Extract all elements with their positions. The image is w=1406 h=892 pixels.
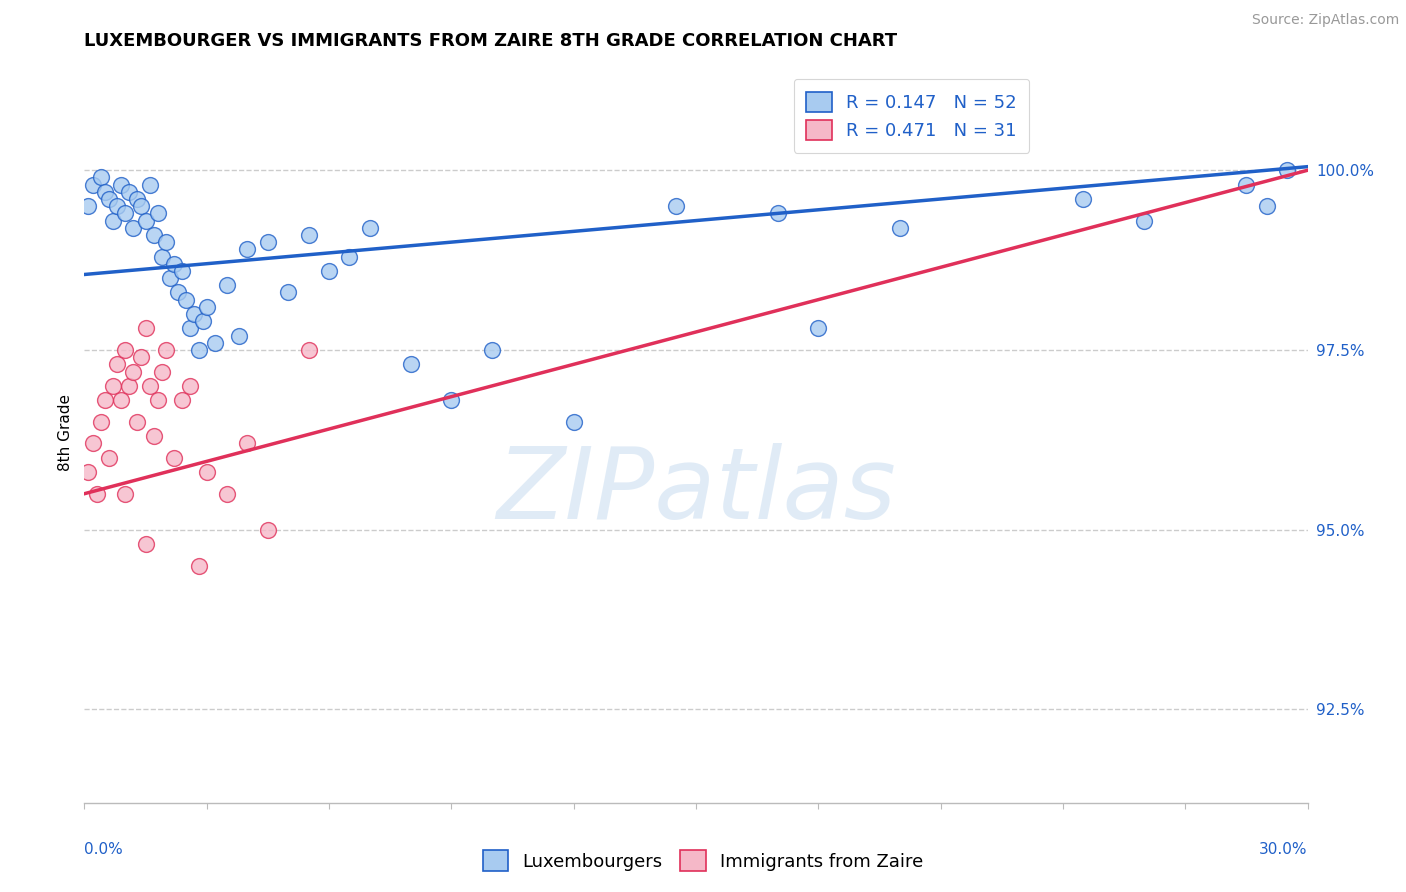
Point <box>77 465 100 479</box>
Point <box>127 415 149 429</box>
Point <box>228 328 250 343</box>
Point <box>114 206 136 220</box>
Text: 30.0%: 30.0% <box>1260 842 1308 856</box>
Point <box>77 199 100 213</box>
Point <box>204 335 226 350</box>
Point <box>97 192 120 206</box>
Point <box>155 343 177 357</box>
Point <box>131 199 153 213</box>
Point <box>217 486 239 500</box>
Point <box>191 314 214 328</box>
Point <box>105 357 128 371</box>
Point <box>187 343 209 357</box>
Point <box>807 321 830 335</box>
Point <box>138 178 160 192</box>
Point <box>82 178 104 192</box>
Point <box>101 379 124 393</box>
Point <box>135 537 157 551</box>
Point <box>150 365 173 379</box>
Point <box>131 350 153 364</box>
Point <box>1073 192 1095 206</box>
Point <box>82 436 104 450</box>
Point <box>142 429 165 443</box>
Point <box>195 465 218 479</box>
Point <box>481 343 503 357</box>
Point <box>562 415 585 429</box>
Point <box>277 285 299 300</box>
Point <box>399 357 422 371</box>
Point <box>187 558 209 573</box>
Point <box>179 321 201 335</box>
Legend: Luxembourgers, Immigrants from Zaire: Luxembourgers, Immigrants from Zaire <box>475 843 931 879</box>
Point <box>150 250 173 264</box>
Point <box>183 307 205 321</box>
Point <box>159 271 181 285</box>
Point <box>236 436 259 450</box>
Point <box>163 257 186 271</box>
Point <box>118 379 141 393</box>
Point <box>766 206 789 220</box>
Point <box>1236 178 1258 192</box>
Point <box>440 393 463 408</box>
Point <box>172 264 194 278</box>
Point <box>101 213 124 227</box>
Point <box>97 450 120 465</box>
Point <box>1256 199 1278 213</box>
Point <box>318 264 340 278</box>
Point <box>90 170 112 185</box>
Point <box>127 192 149 206</box>
Point <box>138 379 160 393</box>
Point <box>135 321 157 335</box>
Point <box>1277 163 1299 178</box>
Point <box>257 235 280 249</box>
Point <box>339 250 361 264</box>
Point <box>298 227 321 242</box>
Point <box>172 393 194 408</box>
Y-axis label: 8th Grade: 8th Grade <box>58 394 73 471</box>
Text: ZIPatlas: ZIPatlas <box>496 443 896 541</box>
Point <box>298 343 321 357</box>
Point <box>122 365 145 379</box>
Point <box>146 206 169 220</box>
Point <box>155 235 177 249</box>
Point <box>118 185 141 199</box>
Point <box>665 199 688 213</box>
Point <box>217 278 239 293</box>
Point <box>114 343 136 357</box>
Point <box>114 486 136 500</box>
Point <box>105 199 128 213</box>
Point <box>236 243 259 257</box>
Point <box>110 178 132 192</box>
Point <box>93 393 115 408</box>
Point <box>142 227 165 242</box>
Point <box>163 450 186 465</box>
Point <box>889 220 911 235</box>
Point <box>146 393 169 408</box>
Point <box>93 185 115 199</box>
Point <box>1133 213 1156 227</box>
Point <box>257 523 280 537</box>
Point <box>135 213 157 227</box>
Text: LUXEMBOURGER VS IMMIGRANTS FROM ZAIRE 8TH GRADE CORRELATION CHART: LUXEMBOURGER VS IMMIGRANTS FROM ZAIRE 8T… <box>84 32 897 50</box>
Point <box>110 393 132 408</box>
Point <box>195 300 218 314</box>
Point <box>359 220 381 235</box>
Point <box>174 293 197 307</box>
Point <box>167 285 190 300</box>
Legend: R = 0.147   N = 52, R = 0.471   N = 31: R = 0.147 N = 52, R = 0.471 N = 31 <box>794 78 1029 153</box>
Point <box>122 220 145 235</box>
Text: 0.0%: 0.0% <box>84 842 124 856</box>
Point <box>179 379 201 393</box>
Text: Source: ZipAtlas.com: Source: ZipAtlas.com <box>1251 13 1399 28</box>
Point <box>86 486 108 500</box>
Point <box>90 415 112 429</box>
